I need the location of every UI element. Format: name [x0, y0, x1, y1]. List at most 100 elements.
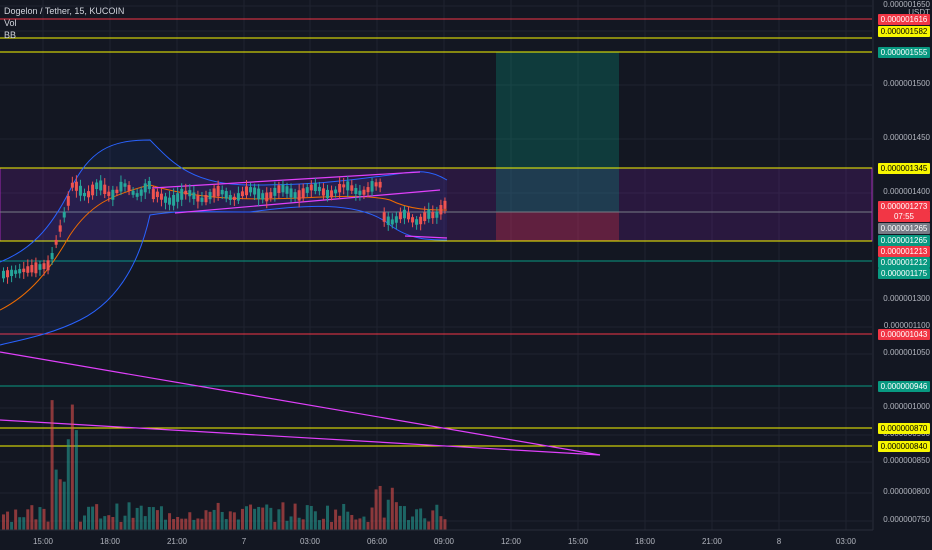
volume-bar: [127, 502, 131, 530]
volume-bar: [358, 518, 362, 530]
bollinger-upper-line: [0, 139, 448, 263]
price-tick-label: 0.000001000: [883, 402, 930, 411]
volume-bar: [38, 507, 42, 530]
candle-body: [370, 181, 374, 192]
volume-bar: [289, 516, 293, 530]
volume-indicator-label[interactable]: Vol: [4, 18, 17, 28]
price-level-tag: 0.000001212: [878, 257, 930, 268]
candle-body: [265, 192, 269, 202]
time-axis-label: 21:00: [701, 537, 723, 546]
volume-bar: [196, 518, 200, 530]
candle-body: [139, 189, 143, 196]
candle-body: [313, 183, 317, 192]
candle-body: [378, 181, 382, 188]
position-loss-zone: [496, 212, 619, 241]
volume-bar: [435, 504, 439, 530]
candle-body: [362, 189, 366, 195]
volume-bar: [431, 510, 435, 530]
descending-trendline-2: [0, 419, 601, 456]
candle-body: [22, 268, 26, 273]
price-tick-label: 0.000001050: [883, 348, 930, 357]
time-axis-label: 15:00: [32, 537, 54, 546]
volume-bar: [427, 521, 431, 530]
candle-body: [172, 194, 176, 206]
volume-bar: [338, 515, 342, 530]
bollinger-indicator-label[interactable]: BB: [4, 30, 17, 40]
volume-bar: [184, 518, 188, 530]
volume-bar: [281, 502, 285, 530]
candle-body: [204, 195, 208, 203]
volume-bar: [402, 506, 406, 530]
volume-bar: [115, 503, 119, 530]
volume-bar: [273, 521, 277, 530]
volume-bar: [172, 519, 176, 530]
volume-bar: [240, 508, 244, 530]
candle-body: [208, 192, 212, 200]
price-tick-label: 0.000001500: [883, 79, 930, 88]
candle-body: [386, 216, 390, 225]
candle-body: [411, 217, 415, 223]
candle-body: [245, 186, 248, 196]
volume-bar: [362, 516, 366, 530]
candle-body: [435, 211, 439, 218]
volume-bar: [261, 507, 265, 530]
candle-body: [305, 187, 309, 193]
candle-body: [99, 180, 103, 191]
candle-body: [232, 196, 236, 201]
candle-body: [394, 216, 398, 223]
volume-bar: [277, 509, 281, 530]
volume-bar: [342, 503, 346, 530]
volume-bar: [151, 507, 155, 530]
volume-bar: [46, 521, 50, 530]
volume-bar: [143, 516, 147, 530]
candle-body: [224, 191, 228, 199]
candle-body: [326, 189, 329, 199]
symbol-title[interactable]: Dogelon / Tether, 15, KUCOIN: [4, 6, 125, 16]
candle-body: [119, 181, 123, 192]
volume-bar: [285, 520, 289, 530]
price-tick-label: 0.000001450: [883, 133, 930, 142]
price-level-tag: 0.000001273: [878, 201, 930, 212]
price-tick-label: 0.000001650: [883, 0, 930, 9]
candle-body: [366, 187, 370, 193]
volume-bar: [374, 489, 378, 530]
candle-body: [18, 269, 22, 274]
volume-bar: [390, 487, 394, 530]
volume-bar: [249, 504, 253, 530]
candle-body: [390, 219, 394, 225]
price-tick-label: 0.000001400: [883, 187, 930, 196]
volume-bar: [159, 506, 163, 530]
candle-body: [249, 187, 253, 193]
candle-body: [147, 180, 151, 190]
volume-bar: [415, 509, 419, 530]
volume-bar: [30, 505, 34, 530]
candle-body: [155, 191, 159, 198]
volume-bar: [131, 517, 135, 530]
currency-label: USDT: [908, 8, 930, 17]
price-level-tag: 0.000000840: [878, 441, 930, 452]
volume-bar: [305, 505, 309, 530]
volume-bar: [419, 508, 423, 530]
candle-body: [321, 188, 325, 196]
volume-bar: [269, 507, 273, 530]
price-level-tag: 0.000001043: [878, 329, 930, 340]
volume-bar: [212, 509, 216, 530]
volume-bar: [66, 439, 70, 530]
candle-body: [228, 194, 232, 200]
volume-bar: [423, 518, 427, 530]
volume-bar: [350, 514, 354, 530]
candle-body: [66, 196, 70, 206]
candle-body: [95, 182, 99, 190]
candle-body: [398, 212, 402, 220]
volume-bar: [245, 506, 248, 530]
price-level-tag: 0.000001265: [878, 235, 930, 246]
volume-bar: [321, 518, 325, 530]
candle-body: [415, 219, 419, 225]
candle-body: [342, 184, 346, 188]
candle-body: [46, 260, 50, 271]
price-level-tag: 0.000001582: [878, 26, 930, 37]
candle-body: [427, 209, 431, 219]
volume-bar: [313, 511, 317, 530]
price-tick-label: 0.000000800: [883, 487, 930, 496]
